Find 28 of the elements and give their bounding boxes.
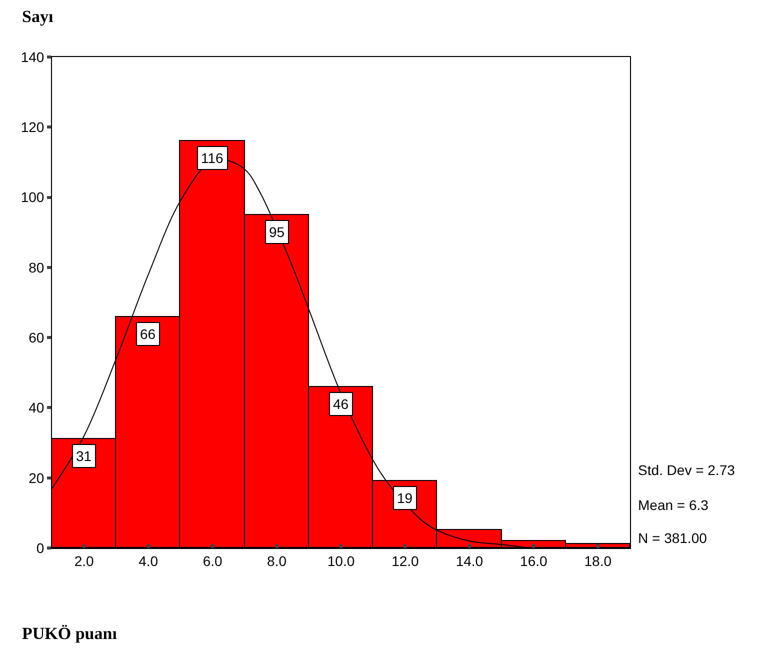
y-tick-label: 40 (28, 400, 44, 416)
y-tick-label: 80 (28, 259, 44, 276)
x-axis-title: PUKÖ puanı (22, 624, 118, 643)
x-tick-label: 6.0 (202, 552, 222, 569)
data-label: 46 (333, 396, 349, 412)
data-label: 95 (269, 224, 285, 240)
y-tick-label: 0 (36, 540, 44, 556)
x-tick-label: 8.0 (267, 552, 287, 569)
y-tick-label: 120 (20, 119, 44, 136)
y-tick-label: 20 (28, 470, 44, 486)
data-label: 66 (140, 326, 156, 342)
text: Std. Dev = 2.73 (638, 462, 736, 478)
x-tick-label: 16.0 (520, 552, 548, 569)
x-tick-label: 14.0 (456, 552, 484, 569)
y-tick-label: 60 (28, 329, 44, 346)
text: Mean = 6.3 (638, 497, 709, 513)
x-tick-label: 10.0 (327, 552, 355, 569)
x-tick-label: 2.0 (74, 552, 94, 569)
data-label: 31 (76, 448, 92, 464)
y-axis-title: Sayı (22, 7, 54, 26)
text: N = 381.00 (638, 530, 708, 546)
data-label: 19 (397, 490, 413, 506)
y-tick-label: 140 (20, 48, 44, 65)
x-tick-label: 18.0 (584, 552, 612, 569)
data-label: 116 (201, 150, 224, 166)
x-tick-label: 12.0 (392, 552, 420, 569)
x-tick-label: 4.0 (138, 552, 158, 569)
y-tick-label: 100 (20, 189, 44, 206)
